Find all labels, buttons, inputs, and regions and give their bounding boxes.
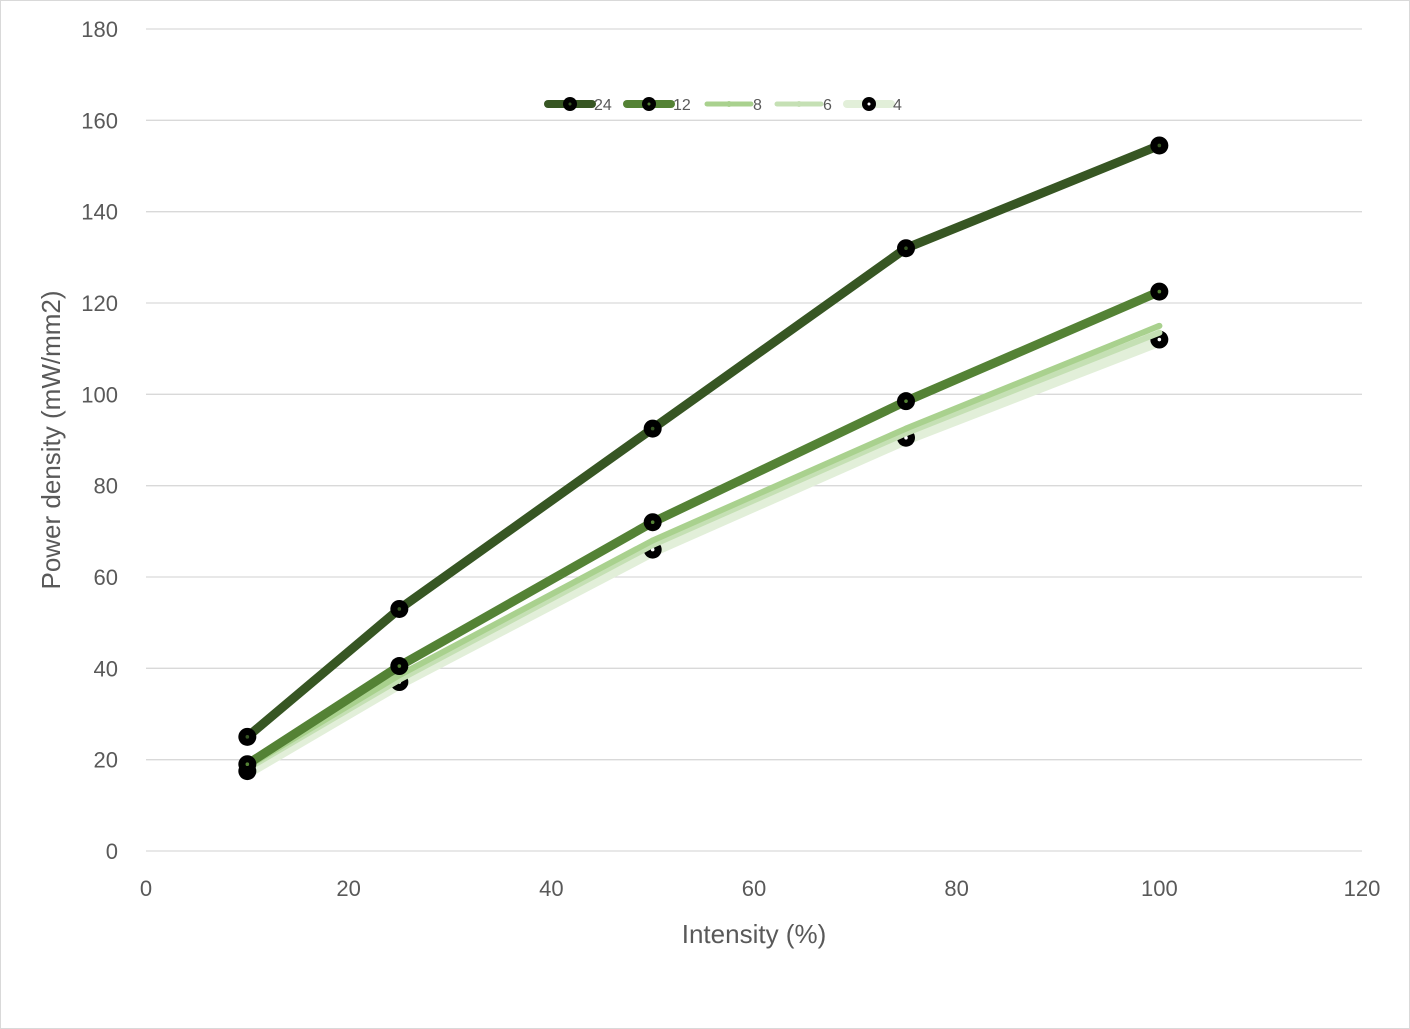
legend-label-24: 24 [594,97,612,114]
y-tick-label: 100 [81,382,118,407]
y-tick-label: 0 [106,839,118,864]
x-tick-labels: 0 20 40 60 80 100 120 [140,876,1380,901]
data-point-center-12 [904,399,908,403]
data-point-8 [649,537,656,544]
y-axis-title: Power density (mW/mm2) [36,290,66,589]
y-tick-label: 120 [81,291,118,316]
data-point-center-24 [397,607,402,611]
data-point-8 [903,425,909,432]
series-24 [238,136,1169,746]
legend-marker-center-4 [867,102,871,106]
x-tick-label: 0 [140,876,152,901]
data-point-center-4 [1157,337,1162,342]
legend-item-6: 6 [774,97,832,114]
data-point-center-24 [245,735,250,739]
data-point-8 [1156,322,1163,329]
y-tick-label: 160 [81,108,118,133]
data-point-center-12 [397,664,402,668]
data-point-center-24 [904,246,908,250]
y-tick-label: 140 [81,200,118,225]
legend-marker-center-24 [568,102,572,106]
y-tick-labels: 0 20 40 60 80 100 120 140 160 180 [81,17,118,864]
y-tick-label: 180 [81,17,118,42]
x-tick-label: 60 [742,876,766,901]
legend-item-4: 4 [843,97,902,114]
legend: 24 12 8 6 4 [544,97,902,114]
legend-item-24: 24 [544,97,612,114]
x-tick-label: 120 [1344,876,1381,901]
y-tick-label: 80 [94,474,118,499]
data-point-center-12 [245,762,250,767]
legend-item-8: 8 [704,97,762,114]
series-12 [238,282,1169,774]
data-point-center-12 [650,520,655,524]
legend-item-12: 12 [623,97,691,114]
legend-label-6: 6 [823,97,832,114]
legend-marker-6 [796,101,802,107]
gridlines [146,28,1362,852]
x-tick-label: 40 [539,876,563,901]
legend-label-12: 12 [673,97,691,114]
y-tick-label: 40 [94,656,118,681]
series-line-24 [242,140,1164,742]
legend-marker-center-12 [647,102,651,106]
series-group [238,136,1169,781]
legend-label-4: 4 [893,97,902,114]
x-axis-title: Intensity (%) [682,919,827,949]
y-tick-label: 60 [94,565,118,590]
data-point-6 [1156,329,1163,336]
legend-marker-8 [726,101,732,107]
x-tick-label: 100 [1141,876,1178,901]
data-point-center-12 [1157,289,1162,294]
data-point-center-24 [1157,143,1162,148]
series-line-4 [240,332,1167,779]
x-tick-label: 20 [336,876,360,901]
legend-label-8: 8 [753,97,762,114]
data-point-center-24 [650,426,655,431]
x-tick-label: 80 [944,876,968,901]
y-tick-label: 20 [94,748,118,773]
